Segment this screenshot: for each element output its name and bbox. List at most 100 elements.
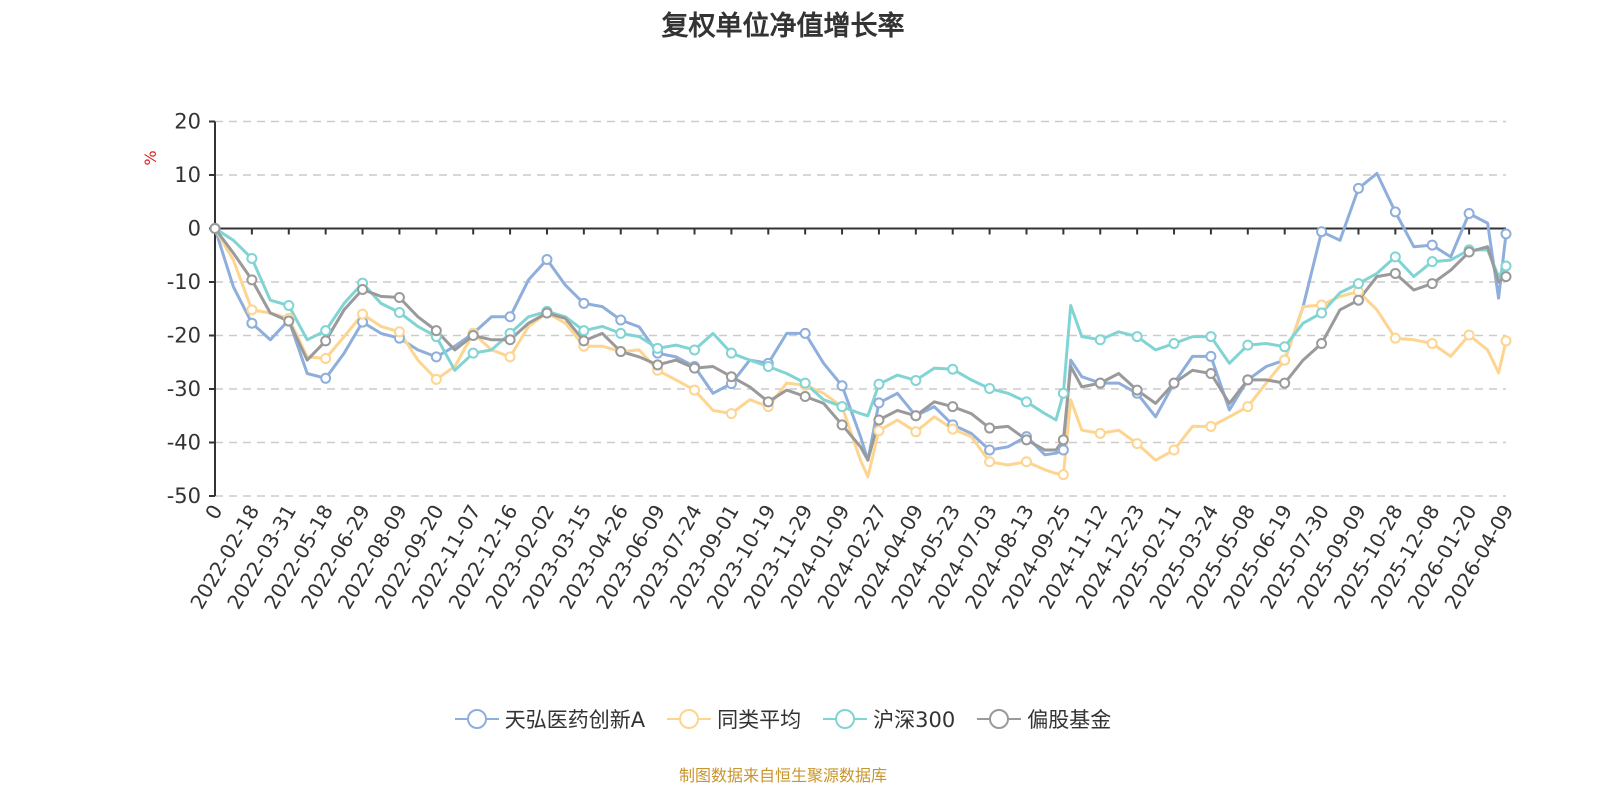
data-point-marker (541, 254, 553, 266)
data-point-marker (320, 372, 332, 384)
data-point-marker (1500, 271, 1512, 283)
y-tick-label: -30 (167, 377, 201, 401)
y-tick-label: 0 (188, 217, 201, 241)
legend-line-circle-icon (823, 709, 868, 729)
data-point-marker (246, 252, 258, 264)
data-point-marker (1057, 387, 1069, 399)
data-point-marker (799, 377, 811, 389)
data-point-marker (430, 351, 442, 363)
data-point-marker (504, 334, 516, 346)
series-line-2 (214, 227, 1508, 422)
y-tick-label: -20 (167, 324, 201, 348)
x-axis: 02022-02-182022-03-312022-05-182022-06-2… (185, 227, 1518, 613)
data-point-marker (836, 419, 848, 431)
data-point-marker (725, 408, 737, 420)
data-point-marker (393, 292, 405, 304)
data-point-marker (984, 422, 996, 434)
data-point-marker (1057, 434, 1069, 446)
legend-item-peer-average[interactable]: 同类平均 (667, 704, 801, 734)
data-point-marker (393, 306, 405, 318)
data-point-marker (1316, 226, 1328, 238)
data-point-marker (467, 330, 479, 341)
data-point-marker (1389, 251, 1401, 263)
chart-title: 复权单位净值增长率 (661, 11, 905, 42)
legend-item-csi300[interactable]: 沪深300 (823, 704, 955, 734)
legend-label: 沪深300 (873, 708, 956, 732)
data-point-marker (1389, 206, 1401, 218)
data-point-marker (984, 456, 996, 468)
data-point-marker (320, 335, 332, 347)
data-point-marker (430, 325, 442, 337)
data-point-marker (1389, 267, 1401, 279)
data-point-marker (984, 444, 996, 456)
legend-label: 偏股基金 (1027, 708, 1112, 732)
data-point-marker (652, 359, 664, 371)
data-point-marker (246, 304, 258, 316)
y-axis: 20 10 0 -10 -20 -30 -40 -50 (167, 110, 216, 508)
data-point-marker (1389, 332, 1401, 344)
data-point-marker (541, 307, 553, 319)
data-point-marker (1242, 339, 1254, 351)
x-tick-label: 0 (200, 501, 227, 524)
data-point-marker (1168, 377, 1180, 389)
data-point-marker (1463, 329, 1475, 341)
data-point-marker (1426, 278, 1438, 290)
legend-item-tianhong[interactable]: 天弘医药创新A (454, 704, 646, 734)
data-point-marker (578, 297, 590, 309)
data-point-marker (615, 346, 627, 358)
y-tick-label: -10 (167, 270, 201, 294)
data-point-marker (1426, 256, 1438, 268)
data-point-marker (1131, 438, 1143, 450)
data-point-marker (1020, 396, 1032, 408)
data-point-marker (984, 382, 996, 394)
data-point-marker (947, 401, 959, 413)
data-point-marker (615, 314, 627, 326)
data-point-marker (799, 390, 811, 402)
data-point-marker (799, 327, 811, 339)
legend-line-circle-icon (667, 709, 712, 729)
data-point-marker (873, 425, 885, 437)
legend-label: 天弘医药创新A (504, 708, 646, 732)
data-point-marker (1205, 367, 1217, 379)
data-point-marker (615, 327, 627, 339)
data-point-marker (246, 274, 258, 286)
data-point-marker (1205, 350, 1217, 362)
data-point-marker (836, 401, 848, 413)
data-point-marker (910, 426, 922, 438)
data-point-marker (1205, 331, 1217, 343)
legend-label: 同类平均 (717, 708, 802, 732)
data-point-marker (320, 353, 332, 365)
data-point-marker (209, 223, 221, 234)
data-point-marker (504, 351, 516, 363)
data-point-marker (873, 378, 885, 390)
legend-item-equity-fund[interactable]: 偏股基金 (977, 704, 1111, 734)
data-point-marker (947, 363, 959, 375)
data-point-marker (1279, 377, 1291, 389)
data-point-marker (1168, 444, 1180, 456)
data-point-marker (1352, 278, 1364, 290)
data-point-marker (762, 396, 774, 408)
data-point-marker (1020, 456, 1032, 468)
data-point-marker (689, 362, 701, 374)
data-point-marker (1242, 401, 1254, 413)
data-point-marker (1205, 420, 1217, 432)
data-source-note: 制图数据来自恒生聚源数据库 (678, 766, 887, 785)
data-point-marker (725, 347, 737, 359)
y-tick-label: -50 (167, 484, 201, 508)
y-axis-unit: % (141, 150, 160, 165)
y-tick-label: -40 (167, 431, 201, 455)
data-point-marker (1463, 246, 1475, 258)
data-point-marker (947, 423, 959, 435)
data-point-marker (1352, 294, 1364, 306)
data-point-marker (652, 342, 664, 354)
legend-line-circle-icon (977, 709, 1022, 729)
data-point-marker (430, 373, 442, 385)
data-point-marker (283, 315, 295, 327)
data-point-marker (1057, 444, 1069, 456)
data-point-marker (1426, 239, 1438, 251)
legend-line-circle-icon (454, 709, 499, 729)
data-point-marker (762, 361, 774, 373)
data-point-marker (725, 371, 737, 383)
data-point-marker (1168, 338, 1180, 350)
